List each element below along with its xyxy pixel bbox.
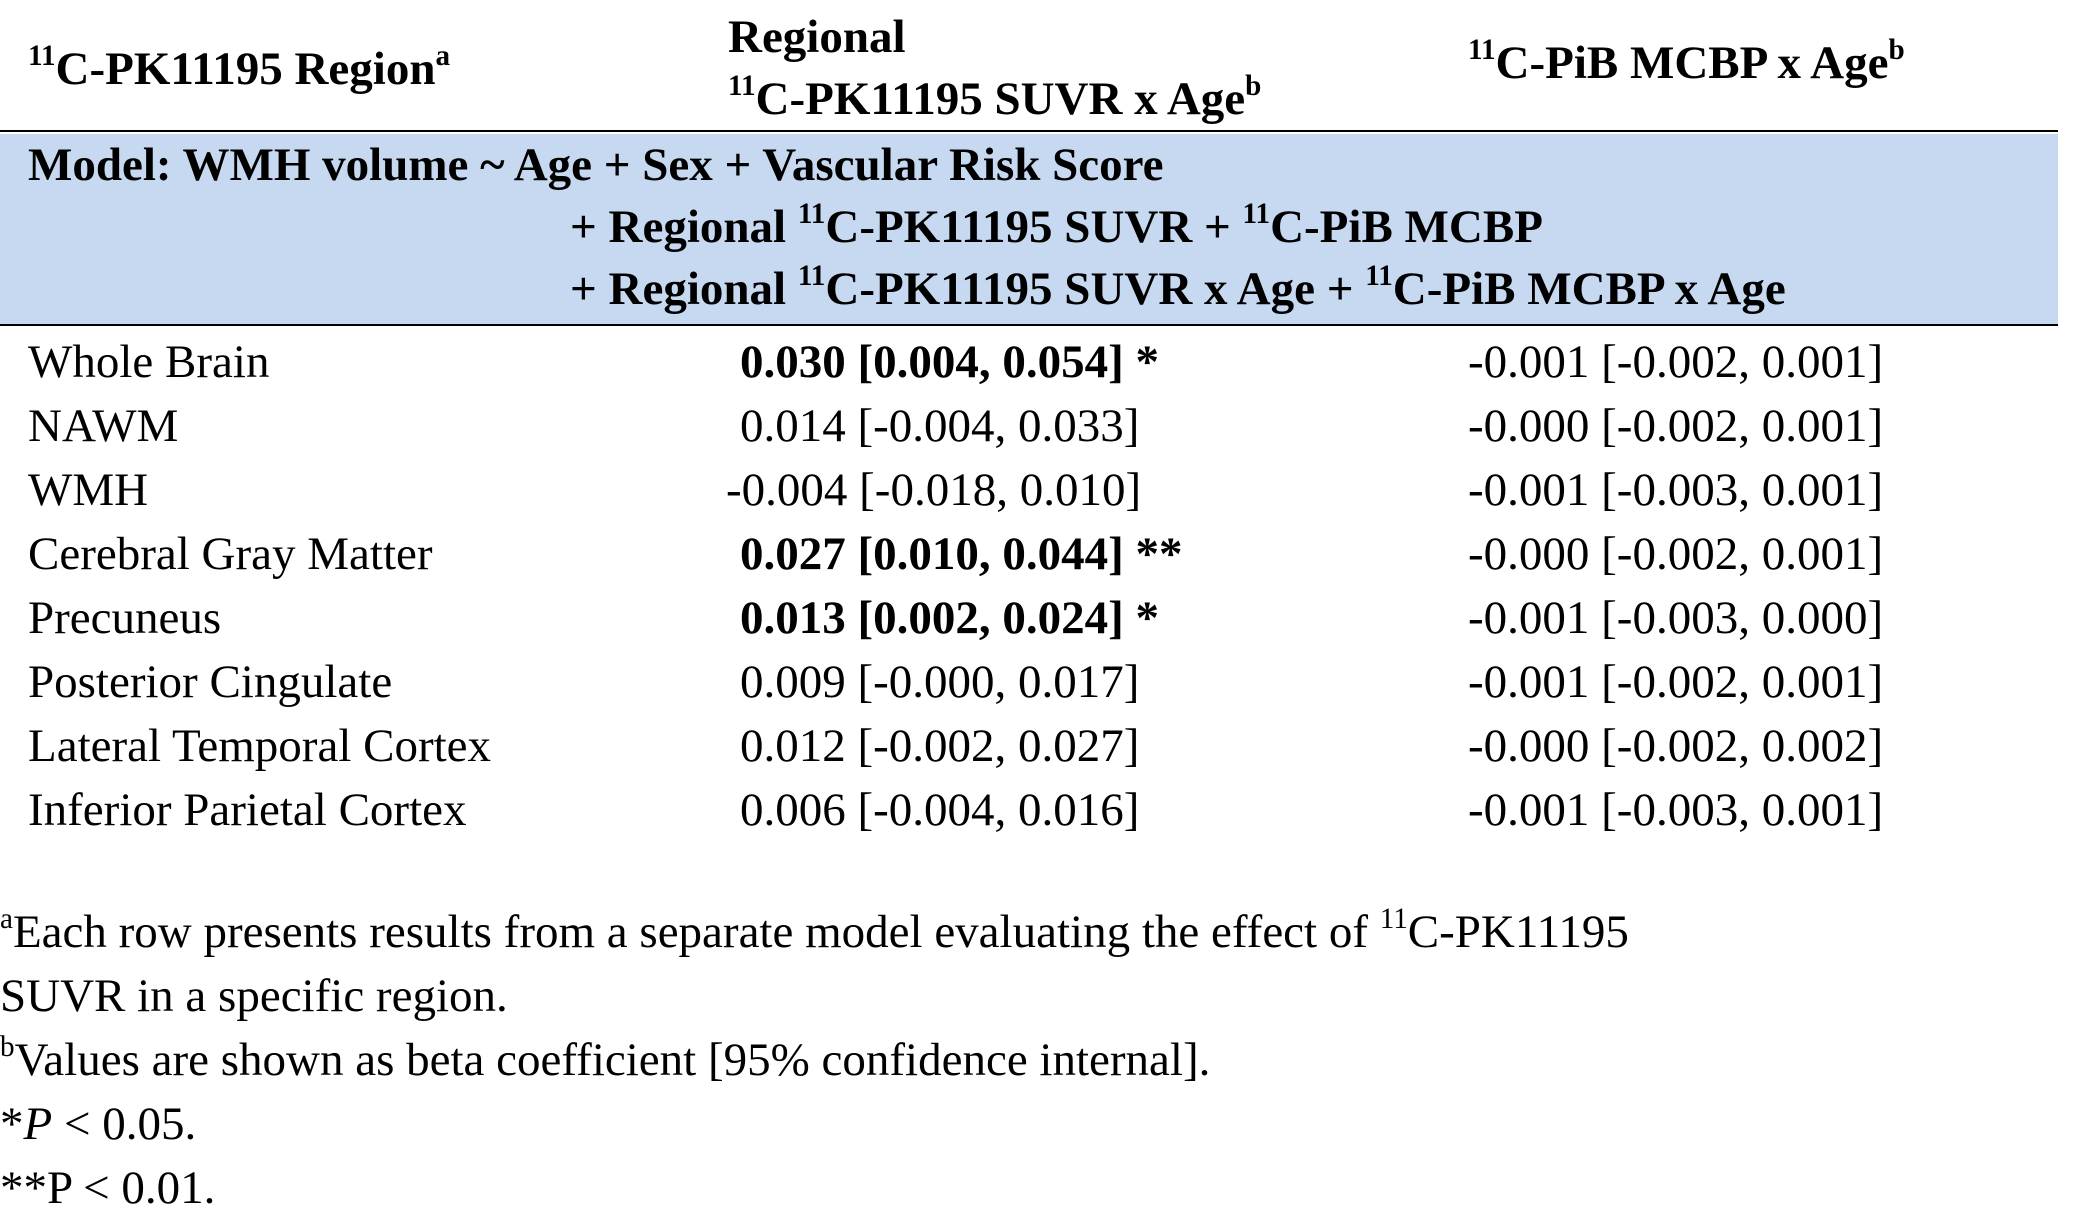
region-cell: WMH [28,464,149,516]
results-table: 11C-PK11195 Regiona Regional 11C-PK11195… [0,0,2058,836]
footnotes: aEach row presents results from a separa… [0,900,1629,1220]
suvr-cell: 0.009 [-0.000, 0.017] [740,656,1140,708]
sup: 11 [1242,198,1271,231]
sup: 11 [728,70,756,103]
footnote-marker: b [1888,34,1905,67]
table-body: Whole Brain 0.030 [0.004, 0.054] * -0.001 … [0,330,2058,842]
table-header: 11C-PK11195 Regiona Regional 11C-PK11195… [0,0,2058,132]
suvr-cell: 0.014 [-0.004, 0.033] [740,400,1140,452]
header-mcbp: 11C-PiB MCBP x Ageb [1468,32,1905,94]
suvr-cell: 0.027 [0.010, 0.044] ** [740,528,1183,580]
table-row: Lateral Temporal Cortex 0.012 [-0.002, 0.… [0,714,2058,778]
table-row: Inferior Parietal Cortex 0.006 [-0.004, 0… [0,778,2058,842]
mcbp-cell: -0.000 [-0.002, 0.002] [1468,720,1884,772]
table-row: Cerebral Gray Matter 0.027 [0.010, 0.044]… [0,522,2058,586]
footnote-p01: **P < 0.01. [0,1162,216,1214]
table-row: NAWM 0.014 [-0.004, 0.033] -0.000 [-0.002,… [0,394,2058,458]
text: < 0.05. [52,1098,197,1150]
sup: 11 [1379,903,1408,936]
footnote-marker: a [0,903,13,936]
region-cell: Lateral Temporal Cortex [28,720,492,772]
footnote-p05: *P < 0.05. [0,1092,1629,1156]
header-region: 11C-PK11195 Regiona [28,38,450,100]
region-cell: Precuneus [28,592,222,644]
text: + Regional [570,201,798,253]
text: C-PiB MCBP x Age [1392,263,1786,315]
header-mcbp-label: C-PiB MCBP x Age [1495,37,1889,89]
mcbp-cell: -0.001 [-0.002, 0.001] [1468,656,1884,708]
table-row: Posterior Cingulate 0.009 [-0.000, 0.017]… [0,650,2058,714]
mcbp-cell: -0.000 [-0.002, 0.001] [1468,400,1884,452]
footnote-marker: b [1245,70,1262,103]
sup: 11 [1365,260,1393,293]
footnote-marker: b [0,1031,15,1064]
header-suvr-label: C-PK11195 SUVR x Age [755,73,1246,125]
table-row: Precuneus 0.013 [0.002, 0.024] * -0.001 [-… [0,586,2058,650]
sup: 11 [1468,34,1496,67]
text: C-PiB MCBP [1270,201,1543,253]
header-suvr-line2: 11C-PK11195 SUVR x Ageb [728,68,1261,130]
text: * [0,1098,24,1150]
region-cell: Inferior Parietal Cortex [28,784,467,836]
model-line-3: + Regional 11C-PK11195 SUVR x Age + 11C-… [570,258,1786,320]
footnote-marker: a [435,40,451,73]
model-rule [0,324,2058,326]
model-band: Model: WMH volume ~ Age + Sex + Vascular… [0,134,2058,324]
suvr-cell: 0.012 [-0.002, 0.027] [740,720,1140,772]
header-suvr-line1: Regional [728,11,906,63]
sup: 11 [797,198,826,231]
model-line-2: + Regional 11C-PK11195 SUVR + 11C-PiB MC… [570,196,1543,258]
text: C-PK11195 SUVR x Age + [825,263,1366,315]
mcbp-cell: -0.000 [-0.002, 0.001] [1468,528,1884,580]
footnote-a-continued: SUVR in a specific region. [0,970,508,1022]
mcbp-cell: -0.001 [-0.003, 0.001] [1468,464,1884,516]
mcbp-cell: -0.001 [-0.002, 0.001] [1468,336,1884,388]
region-cell: NAWM [28,400,179,452]
text: + Regional [570,263,798,315]
model-line-1: Model: WMH volume ~ Age + Sex + Vascular… [28,139,1164,191]
footnote-b: bValues are shown as beta coefficient [9… [0,1028,1629,1092]
sup: 11 [28,40,56,73]
suvr-cell: 0.030 [0.004, 0.054] * [740,336,1160,388]
mcbp-cell: -0.001 [-0.003, 0.000] [1468,592,1884,644]
mcbp-cell: -0.001 [-0.003, 0.001] [1468,784,1884,836]
suvr-cell: 0.013 [0.002, 0.024] * [740,592,1160,644]
text: Values are shown as beta coefficient [95… [14,1034,1211,1086]
region-cell: Posterior Cingulate [28,656,393,708]
table-row: Whole Brain 0.030 [0.004, 0.054] * -0.001 … [0,330,2058,394]
footnote-a: aEach row presents results from a separa… [0,900,1629,964]
region-cell: Cerebral Gray Matter [28,528,433,580]
suvr-cell: -0.004 [-0.018, 0.010] [726,464,1142,516]
text: C-PK11195 SUVR + [825,201,1243,253]
text: Each row presents results from a separat… [12,906,1380,958]
suvr-cell: 0.006 [-0.004, 0.016] [740,784,1140,836]
table-row: WMH -0.004 [-0.018, 0.010] -0.001 [-0.003,… [0,458,2058,522]
p-symbol: P [23,1098,53,1150]
sup: 11 [797,260,826,293]
text: C-PK11195 [1407,906,1629,958]
header-rule [0,130,2058,132]
header-region-label: C-PK11195 Region [55,43,436,95]
header-suvr: Regional 11C-PK11195 SUVR x Ageb [728,6,1261,130]
region-cell: Whole Brain [28,336,270,388]
